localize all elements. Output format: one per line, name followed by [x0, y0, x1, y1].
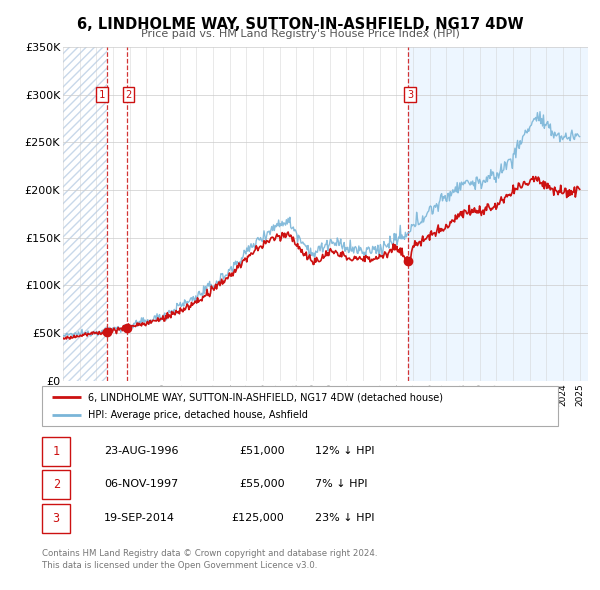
Text: 3: 3: [407, 90, 413, 100]
Text: £125,000: £125,000: [232, 513, 284, 523]
Bar: [409, 47, 588, 381]
Text: £55,000: £55,000: [239, 480, 284, 489]
Text: HPI: Average price, detached house, Ashfield: HPI: Average price, detached house, Ashf…: [88, 410, 308, 420]
Text: 3: 3: [53, 512, 60, 525]
Text: 1: 1: [53, 445, 60, 458]
FancyBboxPatch shape: [42, 437, 70, 466]
Text: 06-NOV-1997: 06-NOV-1997: [104, 480, 178, 489]
FancyBboxPatch shape: [42, 504, 70, 533]
Text: 6, LINDHOLME WAY, SUTTON-IN-ASHFIELD, NG17 4DW (detached house): 6, LINDHOLME WAY, SUTTON-IN-ASHFIELD, NG…: [88, 392, 443, 402]
Text: 12% ↓ HPI: 12% ↓ HPI: [316, 447, 375, 456]
FancyBboxPatch shape: [42, 470, 70, 499]
Text: 1: 1: [99, 90, 105, 100]
Text: Price paid vs. HM Land Registry's House Price Index (HPI): Price paid vs. HM Land Registry's House …: [140, 29, 460, 39]
Text: £51,000: £51,000: [239, 447, 284, 456]
Text: 19-SEP-2014: 19-SEP-2014: [104, 513, 175, 523]
Text: 23% ↓ HPI: 23% ↓ HPI: [316, 513, 375, 523]
Text: 7% ↓ HPI: 7% ↓ HPI: [316, 480, 368, 489]
Text: 23-AUG-1996: 23-AUG-1996: [104, 447, 178, 456]
Bar: [63, 47, 107, 381]
Text: 2: 2: [125, 90, 132, 100]
Text: Contains HM Land Registry data © Crown copyright and database right 2024.
This d: Contains HM Land Registry data © Crown c…: [42, 549, 377, 569]
Text: 2: 2: [53, 478, 60, 491]
Text: 6, LINDHOLME WAY, SUTTON-IN-ASHFIELD, NG17 4DW: 6, LINDHOLME WAY, SUTTON-IN-ASHFIELD, NG…: [77, 17, 523, 31]
Bar: [63, 47, 107, 381]
